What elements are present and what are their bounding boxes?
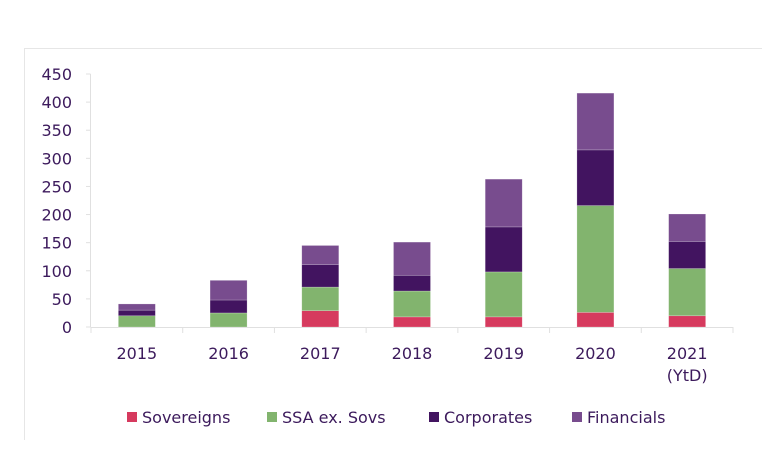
bar-segment-ssa-ex-sovs <box>301 286 340 311</box>
bar-segment-corporates <box>668 241 706 269</box>
legend-label: Sovereigns <box>142 408 230 427</box>
bar-segment-ssa-ex-sovs <box>576 205 615 313</box>
bar-segment-ssa-ex-sovs <box>668 268 706 317</box>
bar-segment-corporates <box>209 299 248 314</box>
y-tick-label: 250 <box>41 177 72 196</box>
x-axis: 2015 2016 2017 2018 2019 2020 2021 (YtD) <box>90 327 734 385</box>
bar-segment-ssa-ex-sovs <box>393 290 431 318</box>
bar-stack <box>118 303 156 328</box>
bar-segment-financials <box>576 92 615 151</box>
bar-segment-corporates <box>301 264 340 288</box>
bar-segment-corporates <box>118 309 156 317</box>
x-tick-label: 2021 (YtD) <box>667 344 708 385</box>
bar-stack <box>484 178 523 328</box>
y-tick-label: 400 <box>41 93 72 112</box>
legend-swatch <box>127 412 137 422</box>
legend: Sovereigns SSA ex. Sovs Corporates Financia… <box>127 408 665 427</box>
bar-segment-ssa-ex-sovs <box>209 312 248 328</box>
bar-segment-sovereigns <box>301 310 340 328</box>
bar-segment-sovereigns <box>576 312 615 328</box>
legend-swatch <box>572 412 582 422</box>
y-tick-label: 150 <box>41 234 72 253</box>
y-tick-label: 350 <box>41 121 72 140</box>
x-tick-label: 2016 <box>208 344 249 363</box>
legend-swatch <box>429 412 439 422</box>
bar-segment-financials <box>484 178 523 228</box>
bar-segment-sovereigns <box>393 316 431 328</box>
bar-segment-corporates <box>393 274 431 292</box>
bar-segment-financials <box>668 213 706 242</box>
bar-segment-ssa-ex-sovs <box>484 271 523 318</box>
bar-segment-financials <box>301 245 340 265</box>
chart-frame <box>24 48 762 440</box>
bars <box>118 92 706 328</box>
x-tick-label: 2018 <box>392 344 433 363</box>
bar-segment-financials <box>118 303 156 311</box>
legend-item-financials: Financials <box>572 408 665 427</box>
bar-segment-corporates <box>576 149 615 206</box>
y-tick-label: 200 <box>41 206 72 225</box>
x-tick-label: 2017 <box>300 344 341 363</box>
legend-swatch <box>267 412 277 422</box>
bar-segment-financials <box>209 280 248 301</box>
bar-segment-sovereigns <box>668 315 706 328</box>
y-tick-label: 100 <box>41 262 72 281</box>
bar-stack <box>209 280 248 328</box>
x-tick-label: 2020 <box>575 344 616 363</box>
legend-label: Financials <box>587 408 665 427</box>
y-tick-label: 50 <box>52 290 72 309</box>
bar-segment-sovereigns <box>484 316 523 328</box>
y-tick-label: 0 <box>62 318 72 337</box>
bar-segment-financials <box>393 241 431 276</box>
bar-segment-corporates <box>484 226 523 273</box>
y-axis: 0 50 100 150 200 250 300 350 400 450 <box>41 65 91 337</box>
legend-label: Corporates <box>444 408 532 427</box>
legend-item-corporates: Corporates <box>429 408 532 427</box>
y-tick-label: 450 <box>41 65 72 84</box>
x-tick-label: 2015 <box>116 344 157 363</box>
legend-item-sovereigns: Sovereigns <box>127 408 230 427</box>
bar-stack <box>301 245 340 328</box>
legend-item-ssa-ex-sovs: SSA ex. Sovs <box>267 408 386 427</box>
bar-stack <box>393 241 431 328</box>
legend-label: SSA ex. Sovs <box>282 408 386 427</box>
bar-stack <box>576 92 615 328</box>
y-tick-label: 300 <box>41 149 72 168</box>
bar-segment-ssa-ex-sovs <box>118 315 156 328</box>
bar-stack <box>668 213 706 328</box>
x-tick-label: 2019 <box>483 344 524 363</box>
